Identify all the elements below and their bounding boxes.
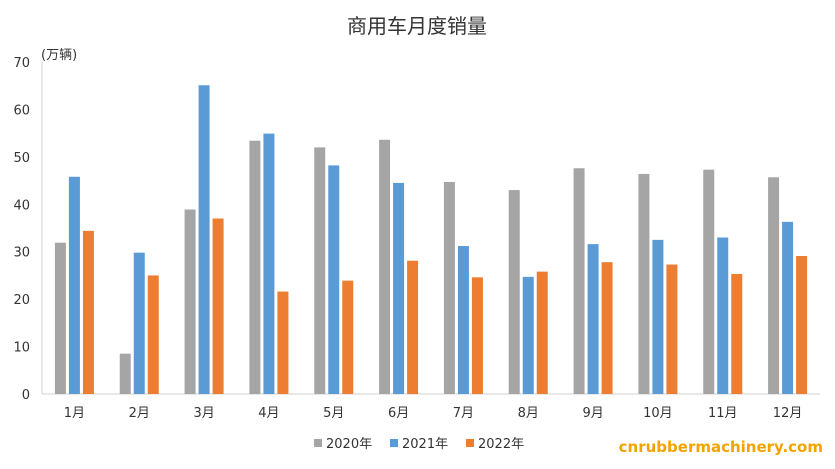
bar: [717, 237, 729, 394]
y-tick-label: 20: [13, 293, 30, 308]
legend: 2020年 2021年 2022年: [314, 437, 524, 452]
bar: [133, 252, 145, 394]
bar: [379, 139, 391, 394]
x-tick-label: 3月: [193, 406, 214, 421]
bar: [119, 353, 131, 394]
y-tick-label: 10: [13, 341, 30, 356]
bar: [508, 190, 520, 394]
bar: [82, 230, 94, 394]
bar: [147, 275, 159, 394]
bar: [263, 133, 275, 395]
x-tick-label: 2月: [129, 406, 150, 421]
bar: [54, 242, 66, 394]
bar: [601, 262, 613, 394]
bar: [638, 173, 650, 394]
bar: [212, 218, 224, 394]
bar: [443, 181, 455, 394]
bar: [198, 85, 210, 395]
x-tick-label: 10月: [643, 406, 673, 421]
y-axis: 0 10 20 30 40 50 60 70: [13, 56, 43, 403]
watermark: cnrubbermachinery.com: [619, 438, 823, 456]
x-tick-label: 8月: [518, 406, 539, 421]
x-tick-label: 11月: [708, 406, 738, 421]
y-axis-unit: (万辆): [41, 48, 77, 63]
legend-label: 2021年: [402, 437, 448, 452]
bars: [54, 85, 808, 395]
bar: [471, 277, 483, 394]
x-tick-label: 5月: [323, 406, 344, 421]
x-tick-label: 4月: [258, 406, 279, 421]
x-tick-label: 12月: [773, 406, 803, 421]
bar: [536, 271, 548, 394]
y-tick-label: 40: [13, 198, 30, 213]
y-tick-label: 30: [13, 246, 30, 261]
chart-title: 商用车月度销量: [347, 14, 487, 38]
bar: [587, 244, 599, 394]
y-tick-label: 60: [13, 103, 30, 118]
bar: [249, 140, 261, 394]
y-tick-label: 0: [22, 388, 30, 403]
bar: [277, 291, 289, 394]
bar: [703, 169, 715, 394]
x-tick-label: 1月: [64, 406, 85, 421]
legend-label: 2020年: [326, 437, 372, 452]
bar: [393, 182, 405, 394]
y-tick-label: 70: [13, 56, 30, 71]
y-tick-label: 50: [13, 151, 30, 166]
x-tick-label: 6月: [388, 406, 409, 421]
bar: [314, 147, 326, 394]
legend-swatch: [314, 439, 322, 447]
legend-swatch: [466, 439, 474, 447]
x-tick-label: 9月: [582, 406, 603, 421]
legend-swatch: [390, 439, 398, 447]
bar: [782, 221, 794, 394]
bar: [328, 165, 340, 394]
bar: [731, 274, 743, 394]
x-axis: 1月 2月 3月 4月 5月 6月 7月 8月 9月 10月 11月 12月: [42, 393, 820, 421]
bar: [68, 176, 80, 394]
legend-label: 2022年: [478, 437, 524, 452]
bar: [457, 246, 469, 394]
bar: [522, 276, 534, 394]
bar: [184, 209, 196, 394]
bar: [666, 264, 678, 394]
bar: [768, 177, 780, 394]
bar: [573, 168, 585, 394]
x-tick-label: 7月: [453, 406, 474, 421]
bar: [407, 260, 419, 394]
bar: [796, 255, 808, 394]
bar: [342, 280, 354, 394]
bar: [652, 239, 664, 394]
